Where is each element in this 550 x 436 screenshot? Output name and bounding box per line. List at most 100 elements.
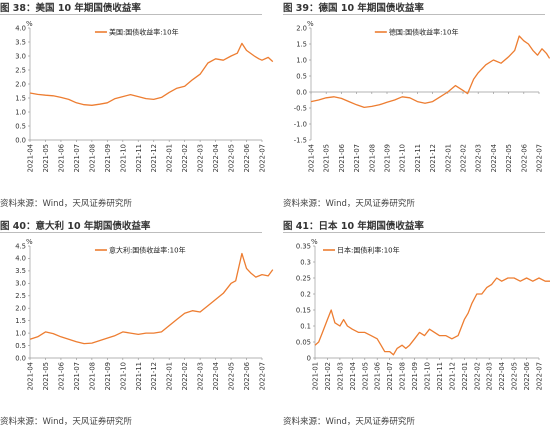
x-tick-label: 2021-10 <box>119 144 127 172</box>
legend-label: 日本:国债利率:10年 <box>337 246 400 255</box>
x-tick-label: 2022-04 <box>212 362 220 390</box>
x-tick-label: 2021-08 <box>368 144 376 172</box>
x-tick-label: 2021-07 <box>73 144 81 172</box>
x-tick-label: 2022-04 <box>490 144 498 172</box>
x-tick-label: 2022-07 <box>536 362 544 390</box>
x-tick-label: 2022-02 <box>473 362 481 390</box>
x-tick-label: 2021-12 <box>150 362 158 390</box>
y-tick-label: 3.5 <box>15 38 26 46</box>
x-tick-label: 2021-07 <box>386 362 394 390</box>
x-tick-label: 2021-09 <box>104 144 112 172</box>
x-tick-label: 2021-11 <box>436 362 444 390</box>
y-tick-label: 0.0 <box>15 354 26 362</box>
x-tick-label: 2021-12 <box>448 362 456 390</box>
series-line <box>314 277 550 356</box>
y-tick-label: 2.0 <box>296 24 307 32</box>
y-tick-label: 4.0 <box>15 255 26 263</box>
x-tick-label: 2022-07 <box>536 144 544 172</box>
x-tick-label: 2021-11 <box>414 144 422 172</box>
chart-us-10y: % 0.0 0.5 1.0 1.5 2.0 2.5 3.0 3.5 4.0 2021-04 2021-… <box>15 20 274 172</box>
x-tick-label: 2021-06 <box>374 362 382 390</box>
x-tick-label: 2022-03 <box>197 362 205 390</box>
unit-label: % <box>307 20 314 28</box>
x-tick-label: 2021-08 <box>88 362 96 390</box>
legend-label: 德国:国债收益率:10年 <box>389 28 459 37</box>
x-tick-label: 2022-01 <box>444 144 452 172</box>
x-tick-label: 2021-04 <box>308 144 316 172</box>
x-tick-label: 2022-03 <box>486 362 494 390</box>
x-tick-label: 2021-06 <box>57 362 65 390</box>
y-tick-label: 4.5 <box>15 242 26 250</box>
chart-japan-10y: % 0 0.05 0.1 0.15 0.2 0.25 0.3 0.35 2021-01 2021-0… <box>296 238 550 390</box>
x-tick-label: 2021-10 <box>424 362 432 390</box>
y-tick-label: 0.35 <box>296 242 311 250</box>
y-tick-label: 2.5 <box>15 292 26 300</box>
y-tick-label: 1.0 <box>15 329 26 337</box>
x-tick-label: 2021-12 <box>150 144 158 172</box>
panel-title: 图 40：意大利 10 年期国债收益率 <box>0 221 151 232</box>
panel-title: 图 41：日本 10 年期国债收益率 <box>283 221 424 232</box>
y-tick-label: 0.1 <box>300 322 311 330</box>
y-tick-label: 1.5 <box>15 94 26 102</box>
x-tick-label: 2022-01 <box>461 362 469 390</box>
y-tick-label: 1.0 <box>296 56 307 64</box>
x-tick-label: 2021-06 <box>57 144 65 172</box>
x-tick-label: 2022-03 <box>197 144 205 172</box>
unit-label: % <box>311 238 318 246</box>
x-tick-label: 2022-02 <box>181 144 189 172</box>
series-line <box>29 252 274 345</box>
y-tick-label: 0.2 <box>300 290 311 298</box>
x-tick-label: 2021-12 <box>429 144 437 172</box>
y-tick-label: 4.0 <box>15 24 26 32</box>
y-tick-label: -0.5 <box>294 104 307 112</box>
x-tick-label: 2021-05 <box>42 144 50 172</box>
chart-italy-10y: % 0.0 0.5 1.0 1.5 2.0 2.5 3.0 3.5 4.0 4.5 2021-04 20… <box>15 238 274 390</box>
x-tick-label: 2022-06 <box>243 362 251 390</box>
title-divider <box>283 232 545 233</box>
x-tick-label: 2022-06 <box>243 144 251 172</box>
y-tick-label: 3.5 <box>15 267 26 275</box>
x-tick-label: 2021-05 <box>361 362 369 390</box>
panel-germany: 图 39：德国 10 年期国债收益率 % -1.5 -1.0 -0.5 0.0 0.5 1.… <box>283 0 550 218</box>
x-tick-label: 2021-05 <box>323 144 331 172</box>
x-tick-label: 2021-07 <box>353 144 361 172</box>
y-tick-label: -1.5 <box>294 136 307 144</box>
y-tick-label: 0.5 <box>15 342 26 350</box>
legend-label: 意大利:国债收益率:10年 <box>109 246 186 255</box>
x-tick-label: 2021-08 <box>399 362 407 390</box>
x-tick-label: 2022-01 <box>166 362 174 390</box>
x-tick-label: 2021-09 <box>384 144 392 172</box>
x-tick-label: 2022-06 <box>520 144 528 172</box>
x-tick-label: 2021-08 <box>88 144 96 172</box>
x-tick-label: 2021-03 <box>336 362 344 390</box>
source-note: 资料来源：Wind，天风证券研究所 <box>283 417 415 427</box>
legend-label: 美国:国债收益率:10年 <box>109 28 179 37</box>
y-tick-label: 0 <box>307 354 311 362</box>
x-tick-label: 2022-05 <box>511 362 519 390</box>
x-tick-label: 2022-07 <box>259 144 267 172</box>
y-tick-label: 1.5 <box>15 317 26 325</box>
x-tick-label: 2021-11 <box>135 144 143 172</box>
x-tick-label: 2021-10 <box>119 362 127 390</box>
y-tick-label: 0.25 <box>296 274 311 282</box>
x-tick-label: 2021-02 <box>324 362 332 390</box>
x-tick-label: 2022-06 <box>523 362 531 390</box>
unit-label: % <box>26 238 33 246</box>
title-divider <box>283 14 545 15</box>
x-tick-label: 2022-02 <box>181 362 189 390</box>
x-tick-label: 2021-01 <box>312 362 320 390</box>
chart-germany-10y: % -1.5 -1.0 -0.5 0.0 0.5 1.0 1.5 2.0 2021-04 2021-… <box>294 20 550 172</box>
y-tick-label: 0.0 <box>296 88 307 96</box>
panel-us: 图 38：美国 10 年期国债收益率 % 0.0 0.5 1.0 1.5 2.0 2.5 3.… <box>0 0 275 218</box>
x-tick-label: 2021-04 <box>27 144 35 172</box>
y-tick-label: 3.0 <box>15 280 26 288</box>
x-tick-label: 2021-09 <box>104 362 112 390</box>
panel-title: 图 38：美国 10 年期国债收益率 <box>0 3 141 14</box>
source-note: 资料来源：Wind，天风证券研究所 <box>0 199 132 209</box>
y-tick-label: -1.0 <box>294 120 307 128</box>
x-tick-label: 2021-05 <box>42 362 50 390</box>
y-tick-label: 0.5 <box>296 72 307 80</box>
source-note: 资料来源：Wind，天风证券研究所 <box>283 199 415 209</box>
panel-italy: 图 40：意大利 10 年期国债收益率 % 0.0 0.5 1.0 1.5 2.0 2.5 3… <box>0 218 275 436</box>
y-tick-label: 1.0 <box>15 108 26 116</box>
